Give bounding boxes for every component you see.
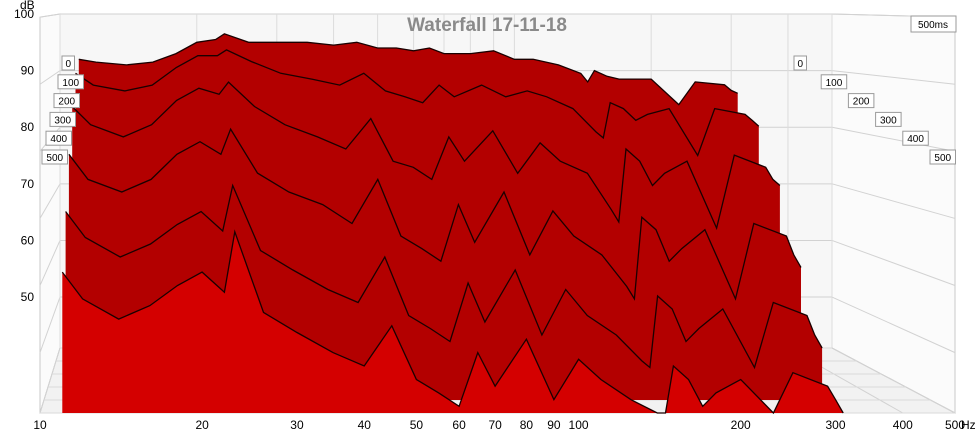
axis-labels-layer: 100 90 80 70 60 50 10 20 30 40 50 60 70 80 90 100 200 300…	[14, 7, 965, 432]
waterfall-slice	[61, 229, 844, 415]
y-tick-label: 50	[21, 290, 35, 304]
time-window-box: 500ms	[910, 15, 957, 33]
time-tick-left: 300	[49, 111, 76, 127]
time-tick-right-text: 400	[907, 134, 924, 145]
time-tick-right-text: 500	[934, 153, 951, 164]
time-tick-left: 500	[41, 149, 68, 165]
time-tick-left-text: 0	[65, 59, 71, 70]
time-window-label: 500ms	[918, 20, 948, 31]
slice-line	[61, 229, 844, 415]
slice-line	[75, 49, 760, 157]
x-tick-label: 90	[547, 418, 561, 432]
time-tick-right-text: 100	[826, 78, 843, 89]
x-tick-label: 300	[826, 418, 846, 432]
x-tick-label: 50	[410, 418, 424, 432]
slice-line	[68, 127, 802, 301]
time-tick-left-text: 400	[50, 134, 67, 145]
time-tick-left-text: 500	[46, 153, 63, 164]
time-tick-right: 300	[875, 111, 902, 127]
time-tick-right-text: 200	[853, 97, 870, 108]
time-tick-left-text: 200	[58, 97, 75, 108]
slice-line	[78, 33, 738, 106]
x-tick-label: 200	[731, 418, 751, 432]
x-axis-unit-label: Hz	[961, 418, 975, 432]
time-tick-left: 200	[53, 93, 80, 109]
slices-layer	[61, 33, 844, 415]
time-tick-right: 200	[847, 93, 875, 109]
time-tick-left-text: 100	[62, 78, 79, 89]
time-tick-left: 0	[61, 55, 75, 71]
x-tick-label: 60	[452, 418, 466, 432]
y-tick-label: 90	[21, 64, 35, 78]
slice-area	[62, 231, 844, 413]
y-tick-label: 60	[21, 233, 35, 247]
time-tick-left: 400	[45, 130, 72, 146]
time-tick-right: 100	[820, 74, 848, 90]
time-tick-left: 100	[57, 74, 84, 90]
time-tick-right: 0	[793, 55, 807, 71]
x-tick-label: 70	[488, 418, 502, 432]
x-tick-label: 80	[520, 418, 534, 432]
chart-title: Waterfall 17-11-18	[407, 15, 567, 36]
time-tick-right: 500	[929, 149, 956, 165]
y-tick-label: 100	[14, 7, 34, 21]
time-tick-left-text: 300	[54, 115, 71, 126]
x-tick-label: 10	[33, 418, 47, 432]
x-tick-label: 40	[358, 418, 372, 432]
y-tick-label: 80	[21, 120, 35, 134]
x-tick-label: 30	[290, 418, 304, 432]
y-tick-label: 70	[21, 177, 35, 191]
x-tick-label: 400	[893, 418, 913, 432]
slice-line	[71, 81, 781, 231]
x-tick-label: 100	[569, 418, 589, 432]
time-tick-right: 400	[902, 130, 929, 146]
y-axis-unit-label: dB	[20, 0, 35, 12]
x-tick-label: 20	[195, 418, 209, 432]
time-tick-right-text: 0	[797, 59, 803, 70]
slice-line	[65, 183, 823, 370]
x-tick-label: 500	[945, 418, 965, 432]
time-tick-right-text: 300	[880, 115, 897, 126]
time-labels-layer: 0 100 200 300 400 500 0 100 200 300 400 500	[41, 55, 956, 165]
